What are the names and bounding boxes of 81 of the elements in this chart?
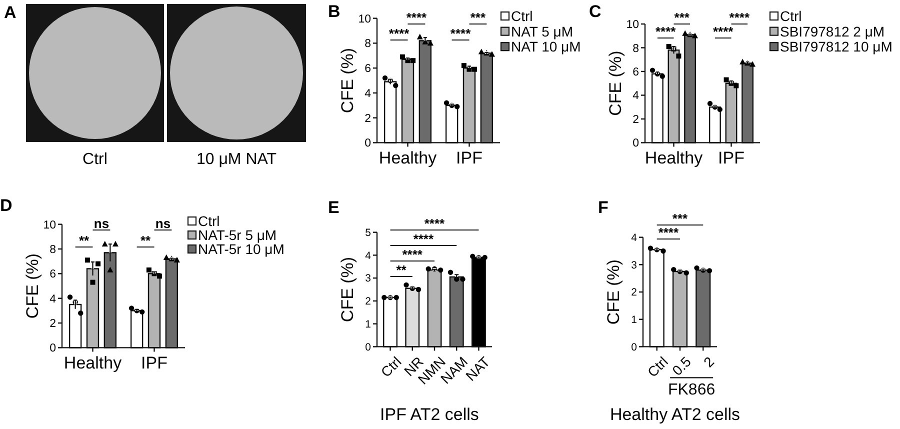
x-tick-label: Ctrl <box>644 353 671 380</box>
y-tick-label: 0 <box>364 138 371 150</box>
x-tick-label: 2 <box>700 353 718 370</box>
x-tick-label: Healthy <box>644 148 704 168</box>
legend-label: Ctrl <box>780 8 802 24</box>
y-tick-label: 4 <box>632 90 640 102</box>
y-tick-label: 2 <box>365 296 372 308</box>
y-tick-label: 3 <box>365 272 372 285</box>
chart-title: E <box>328 198 340 217</box>
y-tick-label: 10 <box>626 19 639 32</box>
y-tick-label: 3 <box>631 259 638 272</box>
annotation: **** <box>402 247 424 262</box>
x-tick-label: Ctrl <box>378 353 404 380</box>
annotation: *** <box>470 10 486 25</box>
legend-label: NAT-5r 10 μM <box>198 241 284 257</box>
chart-title: F <box>598 198 608 217</box>
y-tick-label: 0 <box>631 341 638 354</box>
y-tick-label: 10 <box>358 13 371 26</box>
y-tick-label: 4 <box>631 232 638 244</box>
y-tick-label: 8 <box>364 38 371 50</box>
annotation: ** <box>396 262 408 278</box>
annotation: ns <box>94 216 110 231</box>
legend-label: Ctrl <box>198 213 220 229</box>
y-tick-label: 0 <box>632 138 639 150</box>
legend-label: SBI797812 10 μM <box>780 38 892 55</box>
x-axis-title: IPF AT2 cells <box>380 405 479 424</box>
text: 10 μM NAT <box>196 151 277 168</box>
y-axis-title: CFE (%) <box>23 253 42 319</box>
y-tick-label: 2 <box>364 112 371 125</box>
x-tick-label: Healthy <box>378 148 438 168</box>
x-tick-label: 0.5 <box>668 353 694 379</box>
annotation: **** <box>712 24 734 39</box>
y-tick-label: 0 <box>50 342 56 355</box>
y-tick-label: 4 <box>50 293 57 306</box>
x-axis-title: Healthy AT2 cells <box>610 405 740 424</box>
text: *** <box>672 211 689 226</box>
chart-title: C <box>589 2 602 21</box>
y-tick-label: 6 <box>632 66 639 79</box>
text: **** <box>424 216 446 231</box>
y-tick-label: 2 <box>632 114 639 126</box>
x-tick-label: Healthy <box>64 354 122 373</box>
annotation: *** <box>674 10 690 25</box>
legend-label: Ctrl <box>511 8 533 24</box>
y-tick-label: 6 <box>364 63 371 76</box>
annotation: **** <box>413 232 434 246</box>
legend-label: NAT 10 μM <box>511 38 581 55</box>
chart-title: B <box>328 2 340 21</box>
annotation: ** <box>140 233 152 248</box>
y-tick-label: 2 <box>50 318 56 330</box>
y-tick-label: 8 <box>50 244 56 256</box>
annotation: **** <box>388 26 410 41</box>
y-axis-title: CFE (%) <box>606 50 625 116</box>
x-tick-label: IPF <box>718 148 744 168</box>
annotation: **** <box>658 225 680 240</box>
y-tick-label: 0 <box>365 341 372 354</box>
annotation: **** <box>406 10 428 25</box>
y-axis-title: CFE (%) <box>604 259 623 325</box>
y-tick-label: 8 <box>632 42 639 55</box>
legend-label: SBI797812 2 μM <box>780 23 885 40</box>
y-tick-label: 1 <box>365 318 372 330</box>
text: A <box>4 3 16 22</box>
y-tick-label: 6 <box>50 268 56 281</box>
chart-title: D <box>0 196 12 215</box>
y-tick-label: 4 <box>364 88 372 100</box>
y-axis-title: CFE (%) <box>338 256 357 322</box>
y-tick-label: 4 <box>365 250 372 262</box>
y-axis-title: CFE (%) <box>338 48 357 114</box>
y-tick-label: 10 <box>43 219 56 232</box>
y-tick-label: 5 <box>365 226 372 239</box>
annotation: **** <box>450 26 472 41</box>
y-tick-label: 2 <box>631 286 638 299</box>
legend-label: NAT-5r 5 μM <box>198 227 277 243</box>
text: FK866 <box>668 382 716 399</box>
annotation: ** <box>78 233 90 248</box>
legend-label: NAT 5 μM <box>511 23 574 40</box>
annotation: **** <box>655 24 677 39</box>
x-tick-label: IPF <box>141 354 168 373</box>
annotation: **** <box>729 10 750 25</box>
y-tick-label: 1 <box>631 314 638 326</box>
x-tick-label: IPF <box>456 148 482 168</box>
annotation: ns <box>155 216 171 231</box>
